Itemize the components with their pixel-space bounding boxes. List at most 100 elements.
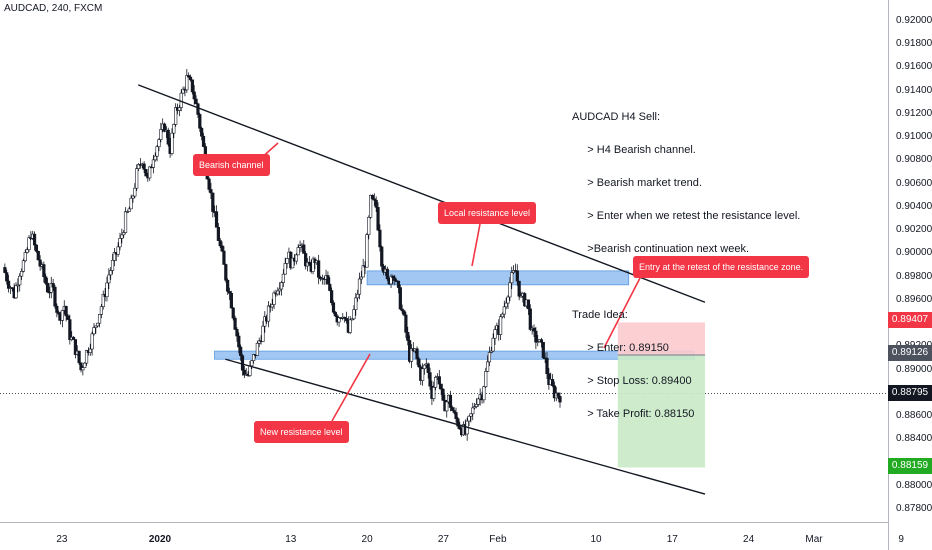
candle-body (526, 299, 531, 310)
candle-body (201, 135, 206, 147)
callout-entry-retest[interactable]: Entry at the retest of the resistance zo… (633, 256, 810, 278)
candle-body (270, 304, 274, 308)
candle-body (211, 192, 215, 212)
candle-body (224, 264, 228, 281)
candle-body (534, 330, 538, 343)
candle-body (25, 249, 29, 253)
candle-body (532, 327, 536, 332)
candle-body (331, 302, 336, 313)
candle-body (239, 346, 243, 356)
candle-body (406, 332, 410, 341)
candle-body (426, 363, 430, 373)
candle-body (242, 369, 246, 376)
candle-body (450, 407, 454, 411)
channel-upper[interactable] (137, 84, 706, 303)
note-line: > Take Profit: 0.88150 (572, 408, 695, 420)
candle-body (257, 340, 261, 344)
candle-body (474, 404, 479, 407)
callout-bearish-channel[interactable]: Bearish channel (193, 154, 270, 176)
candle-body (181, 88, 185, 94)
candle-body (227, 291, 232, 294)
candle-body (506, 296, 510, 304)
candle-body (250, 360, 254, 367)
y-tick-label: 0.88400 (896, 433, 932, 445)
candle-body (556, 392, 560, 397)
candle-body (42, 264, 46, 278)
candle-body (261, 325, 265, 342)
x-tick-label: 20 (361, 534, 373, 545)
candle-body (485, 361, 490, 372)
candle-body (99, 306, 104, 315)
candle-body (60, 310, 65, 321)
candle-body (144, 169, 148, 177)
candle-body (187, 75, 191, 78)
candle-body (170, 132, 174, 154)
candle-body (361, 265, 365, 278)
candle-body (84, 350, 89, 364)
candle-body (118, 238, 122, 248)
candle-body (476, 398, 480, 405)
y-tick-label: 0.91000 (896, 131, 932, 143)
candle-body (378, 229, 382, 248)
candle-body (482, 386, 486, 401)
candle-body (79, 362, 83, 371)
candle-body (500, 313, 505, 318)
candle-body (188, 76, 193, 81)
candle-body (356, 293, 360, 299)
y-tick-label: 0.91800 (896, 38, 932, 50)
candle-body (198, 114, 202, 129)
note-line: > H4 Bearish channel. (572, 144, 696, 156)
candle-body (359, 276, 363, 280)
candle-body (343, 316, 347, 319)
note-line: Trade Idea: (572, 309, 628, 321)
candle-body (32, 233, 37, 246)
candle-body (328, 283, 332, 291)
local-resistance-zone[interactable] (366, 270, 630, 286)
symbol-label: AUDCAD, 240, FXCM (4, 3, 103, 14)
candle-body (125, 211, 129, 213)
candle-body (421, 368, 425, 381)
candle-body (218, 240, 222, 247)
candle-body (3, 267, 7, 273)
candle-body (545, 357, 549, 375)
candle-body (393, 277, 397, 281)
callout-new-resistance[interactable]: New resistance level (254, 421, 349, 443)
candle-body (294, 254, 298, 262)
candle-body (220, 245, 224, 252)
candle-body (123, 211, 128, 233)
candle-body (231, 307, 235, 319)
candle-body (96, 322, 100, 327)
y-tick-label: 0.90400 (896, 200, 932, 212)
candle-body (472, 406, 477, 409)
x-tick-label: 17 (666, 534, 678, 545)
candle-body (510, 272, 514, 284)
candle-body (380, 246, 384, 267)
candle-body (5, 272, 9, 282)
y-tick-label: 0.92000 (896, 14, 932, 26)
pointer-entry-retest (603, 277, 641, 349)
last-price-tag: 0.88795 (888, 385, 932, 401)
candle-body (92, 327, 96, 335)
y-tick-label: 0.91600 (896, 61, 932, 73)
candle-body (326, 275, 330, 285)
channel-lower[interactable] (225, 358, 706, 495)
pointer-new-resistance (331, 353, 371, 422)
candle-body (27, 237, 31, 250)
candle-body (469, 413, 473, 417)
candle-body (528, 308, 532, 330)
candle-body (36, 251, 40, 261)
take-profit-zone[interactable] (617, 355, 705, 468)
candle-body (385, 268, 389, 280)
candle-body (6, 280, 11, 289)
candle-body (498, 316, 503, 335)
candle-body (120, 234, 124, 239)
candle-body (159, 129, 163, 140)
y-tick-label: 0.91400 (896, 84, 932, 96)
candle-body (396, 280, 401, 288)
candle-body (318, 277, 323, 280)
stop-loss-zone[interactable] (617, 322, 705, 356)
candle-body (151, 159, 155, 168)
candle-body (281, 273, 285, 283)
callout-local-resistance[interactable]: Local resistance level (438, 202, 537, 224)
